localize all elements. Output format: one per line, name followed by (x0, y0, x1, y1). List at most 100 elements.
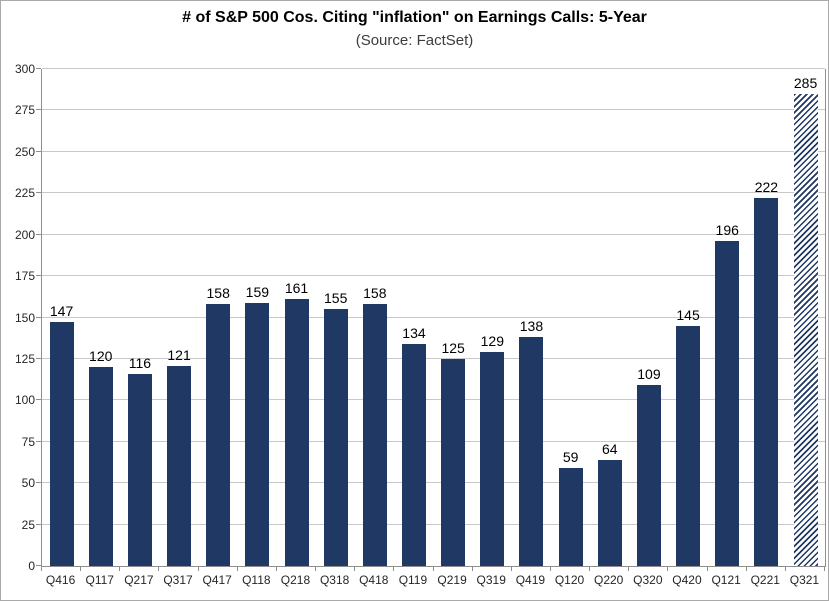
x-axis-label: Q120 (554, 573, 585, 587)
bar-column: 155 (316, 69, 355, 566)
bar (284, 299, 309, 566)
bar (441, 358, 466, 566)
x-axis-ticks (41, 567, 825, 571)
x-tick (549, 567, 551, 571)
bar-value-label: 158 (206, 285, 230, 302)
bar (401, 344, 426, 566)
bar-value-label: 109 (637, 366, 661, 383)
y-tick (36, 192, 41, 194)
x-axis-label: Q320 (633, 573, 663, 587)
bar (245, 302, 270, 566)
x-axis-label: Q217 (124, 573, 154, 587)
gridline-layer (42, 68, 825, 566)
y-tick (36, 275, 41, 277)
y-tick (36, 150, 41, 152)
x-axis-label: Q218 (280, 573, 311, 587)
bar-value-label: 134 (402, 325, 426, 342)
bar-column: 147 (42, 69, 81, 566)
x-axis-label: Q319 (476, 573, 506, 587)
bar (480, 352, 505, 566)
bar-column: 125 (434, 69, 473, 566)
y-axis-label: 25 (21, 517, 35, 532)
y-axis-label: 50 (21, 476, 35, 491)
bar-value-label: 158 (363, 285, 387, 302)
bar-column: 222 (747, 69, 786, 566)
x-axis-label: Q318 (319, 573, 350, 587)
y-tick (36, 316, 41, 318)
gridline (42, 523, 825, 525)
bar (127, 373, 152, 566)
x-axis-label: Q417 (202, 573, 232, 587)
x-axis-label: Q416 (45, 573, 76, 587)
bar (206, 304, 231, 566)
bar-column: 196 (708, 69, 747, 566)
y-axis-label: 300 (14, 62, 35, 76)
x-tick (197, 567, 199, 571)
bar-value-label: 155 (323, 290, 348, 307)
y-axis-label: 150 (14, 310, 35, 325)
chart-title: # of S&P 500 Cos. Citing "inflation" on … (182, 9, 647, 26)
x-tick (158, 567, 160, 571)
y-tick (36, 109, 41, 111)
bar (715, 241, 740, 566)
x-axis-label: Q321 (789, 573, 820, 587)
x-axis-label: Q121 (711, 573, 741, 587)
bar-value-label: 121 (167, 346, 191, 363)
bar (636, 385, 661, 566)
x-tick (824, 567, 825, 571)
bar (167, 365, 192, 566)
bar-column: 121 (159, 69, 198, 566)
bar-value-label: 120 (89, 348, 113, 365)
y-tick (36, 440, 41, 442)
gridline (42, 192, 825, 194)
x-tick (589, 567, 591, 571)
y-tick (36, 565, 41, 566)
bar-column: 120 (81, 69, 120, 566)
bar-column: 134 (394, 69, 433, 566)
bar-column: 138 (512, 69, 551, 566)
bar-hatched (793, 93, 818, 566)
x-axis-label: Q219 (437, 573, 467, 587)
bar (323, 309, 348, 566)
bar-value-label: 159 (245, 283, 270, 300)
bar (676, 325, 701, 566)
y-axis-label: 175 (14, 269, 35, 284)
bar (597, 459, 622, 566)
bar (558, 468, 583, 566)
x-tick (80, 567, 82, 571)
bar-value-label: 285 (793, 74, 818, 91)
y-axis-label: 75 (21, 434, 35, 449)
x-axis-label: Q119 (398, 573, 428, 587)
bar-column: 145 (669, 69, 708, 566)
bar (49, 322, 74, 566)
x-tick (41, 567, 42, 571)
bar (88, 367, 113, 566)
x-tick (315, 567, 317, 571)
bar-column: 158 (199, 69, 238, 566)
bar-column: 129 (473, 69, 512, 566)
y-tick (36, 399, 41, 401)
bar-value-label: 161 (284, 280, 309, 297)
bar-value-label: 196 (715, 222, 739, 239)
bar (519, 337, 544, 566)
bar-column: 64 (590, 69, 629, 566)
x-axis-label: Q419 (515, 573, 546, 587)
bar (754, 198, 779, 566)
bar-value-label: 147 (49, 303, 74, 320)
x-axis-label: Q420 (672, 573, 702, 587)
y-tick (36, 482, 41, 484)
x-axis-label: Q221 (750, 573, 780, 587)
gridline (42, 482, 825, 484)
plot-area: 147 120 116 121 158 159 161 155 158 134 125 129 138 5… (41, 68, 826, 567)
bar-value-label: 116 (128, 354, 152, 371)
bar-column: 158 (355, 69, 394, 566)
y-axis-label: 275 (14, 103, 35, 118)
y-axis-label: 200 (14, 227, 35, 242)
y-tick (36, 523, 41, 525)
x-tick (119, 567, 121, 571)
bars-layer: 147 120 116 121 158 159 161 155 158 134 125 129 138 5… (42, 69, 825, 566)
x-axis-label: Q418 (359, 573, 389, 587)
bar-column: 109 (629, 69, 668, 566)
bar-column: 285 (786, 69, 825, 566)
